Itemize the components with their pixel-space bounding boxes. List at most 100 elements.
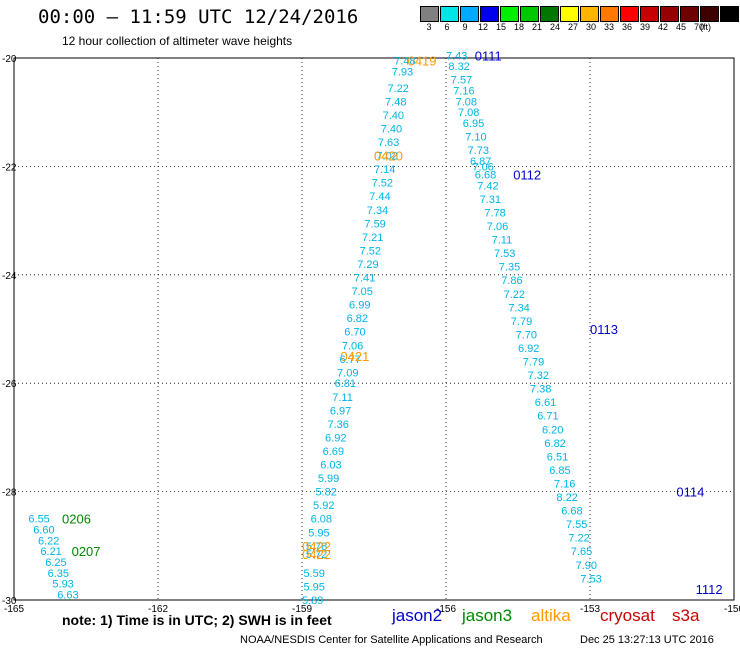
legend-label: 18 (513, 22, 524, 32)
wave-height-value: 6.82 (347, 313, 368, 325)
wave-height-value: 7.21 (362, 232, 383, 244)
timestamp-text: Dec 25 13:27:13 UTC 2016 (580, 634, 714, 646)
wave-height-value: 5.95 (308, 527, 329, 539)
x-tick-label: -165 (4, 604, 24, 615)
wave-height-value: 7.65 (571, 546, 592, 558)
wave-height-value: 7.32 (528, 370, 549, 382)
pass-label: 0421 (340, 349, 369, 364)
pass-label: 0420 (374, 149, 403, 164)
plot-frame (13, 57, 735, 601)
pass-label: 0111 (475, 48, 502, 63)
wave-height-value: 6.68 (561, 506, 582, 518)
wave-height-value: 7.93 (392, 67, 413, 79)
wave-height-value: 6.71 (537, 411, 558, 423)
legend-label: 36 (621, 22, 632, 32)
credit-text: NOAA/NESDIS Center for Satellite Applica… (240, 634, 543, 646)
wave-height-value: 7.41 (354, 273, 375, 285)
wave-height-value: 6.21 (40, 546, 61, 558)
pass-label: 0419 (408, 54, 437, 69)
wave-height-value: 7.78 (484, 207, 505, 219)
wave-height-value: 7.08 (458, 107, 479, 119)
wave-height-value: 7.31 (480, 194, 501, 206)
wave-height-value: 6.77 (339, 354, 360, 366)
wave-height-value: 5.82 (315, 487, 336, 499)
legend-label: 70 (693, 22, 704, 32)
legend-swatch (460, 6, 479, 22)
legend-label: 42 (657, 22, 668, 32)
legend-swatch (520, 6, 539, 22)
wave-height-value: 6.69 (323, 446, 344, 458)
wave-height-value: 7.79 (511, 316, 532, 328)
pass-label: 0422 (302, 539, 331, 554)
legend-label: 45 (675, 22, 686, 32)
wave-height-value: 5.95 (303, 581, 324, 593)
wave-height-value: 7.05 (351, 286, 372, 298)
wave-height-value: 7.11 (332, 392, 353, 404)
x-tick-label: -159 (292, 604, 312, 615)
wave-height-value: 7.53 (580, 573, 601, 585)
wave-height-value: 7.79 (523, 357, 544, 369)
wave-height-value: 6.60 (33, 525, 54, 537)
wave-height-value: 7.40 (381, 123, 402, 135)
y-tick-label: -24 (2, 271, 17, 282)
wave-height-value: 7.57 (451, 75, 472, 87)
wave-height-value: 7.29 (357, 259, 378, 271)
wave-height-value: 7.59 (364, 218, 385, 230)
wave-height-value: 7.42 (477, 180, 498, 192)
legend-label: 3 (426, 22, 432, 32)
wave-height-value: 6.68 (475, 170, 496, 182)
color-scale-labels: 3 6 9 12 15 18 21 24 27 30 33 36 39 42 45 70 (420, 22, 708, 32)
wave-height-value: 5.99 (318, 473, 339, 485)
wave-height-value: 5.92 (313, 500, 334, 512)
wave-height-value: 7.48 (385, 96, 406, 108)
pass-label: 1112 (696, 582, 723, 597)
wave-height-value: 7.52 (360, 245, 381, 257)
wave-height-value: 6.35 (48, 568, 69, 580)
wave-height-value: 7.22 (504, 289, 525, 301)
legend-swatch (440, 6, 459, 22)
wave-height-value: 7.22 (568, 533, 589, 545)
pass-label: 0113 (590, 322, 618, 337)
wave-height-value: 7.11 (492, 235, 513, 247)
legend-swatch (640, 6, 659, 22)
satellite-name-s3a: s3a (672, 606, 700, 625)
pass-label: 0207 (72, 544, 101, 559)
wave-height-value: 7.52 (372, 178, 393, 190)
wave-height-value: 6.92 (518, 343, 539, 355)
wave-height-value: 6.70 (344, 327, 365, 339)
satellite-name-jason2: jason2 (392, 606, 443, 625)
legend-swatch (540, 6, 559, 22)
chart-title: 00:00 — 11:59 UTC 12/24/2016 (38, 6, 359, 28)
wave-height-value: 6.95 (463, 118, 484, 130)
legend-swatch (680, 6, 699, 22)
color-scale-legend (420, 6, 740, 22)
wave-height-value: 7.40 (383, 110, 404, 122)
wave-height-value: 6.81 (335, 378, 356, 390)
wave-height-value: 5.93 (52, 579, 73, 591)
wave-height-value: 7.06 (342, 340, 363, 352)
legend-swatch (620, 6, 639, 22)
wave-height-value: 7.16 (554, 478, 575, 490)
wave-height-value: 7.36 (327, 419, 348, 431)
legend-label: 24 (549, 22, 560, 32)
wave-height-value: 8.22 (556, 492, 577, 504)
wave-height-value: 7.44 (369, 191, 390, 203)
x-tick-label: -150 (724, 604, 740, 615)
y-tick-label: -20 (2, 54, 17, 65)
wave-height-value: 6.20 (542, 424, 563, 436)
satellite-name-jason3: jason3 (462, 606, 513, 625)
x-tick-label: -156 (436, 604, 456, 615)
wave-height-value: 6.08 (311, 514, 332, 526)
wave-height-value: 6.99 (349, 300, 370, 312)
wave-height-value: 7.86 (501, 275, 522, 287)
wave-height-value: 7.48 (394, 56, 415, 68)
wave-height-value: 8.32 (448, 61, 469, 73)
x-tick-label: -153 (580, 604, 600, 615)
legend-swatch (660, 6, 679, 22)
legend-label: 39 (639, 22, 650, 32)
legend-label: 30 (585, 22, 596, 32)
legend-label: 33 (603, 22, 614, 32)
wave-height-value: 7.02 (376, 151, 397, 163)
y-tick-label: -28 (2, 488, 17, 499)
